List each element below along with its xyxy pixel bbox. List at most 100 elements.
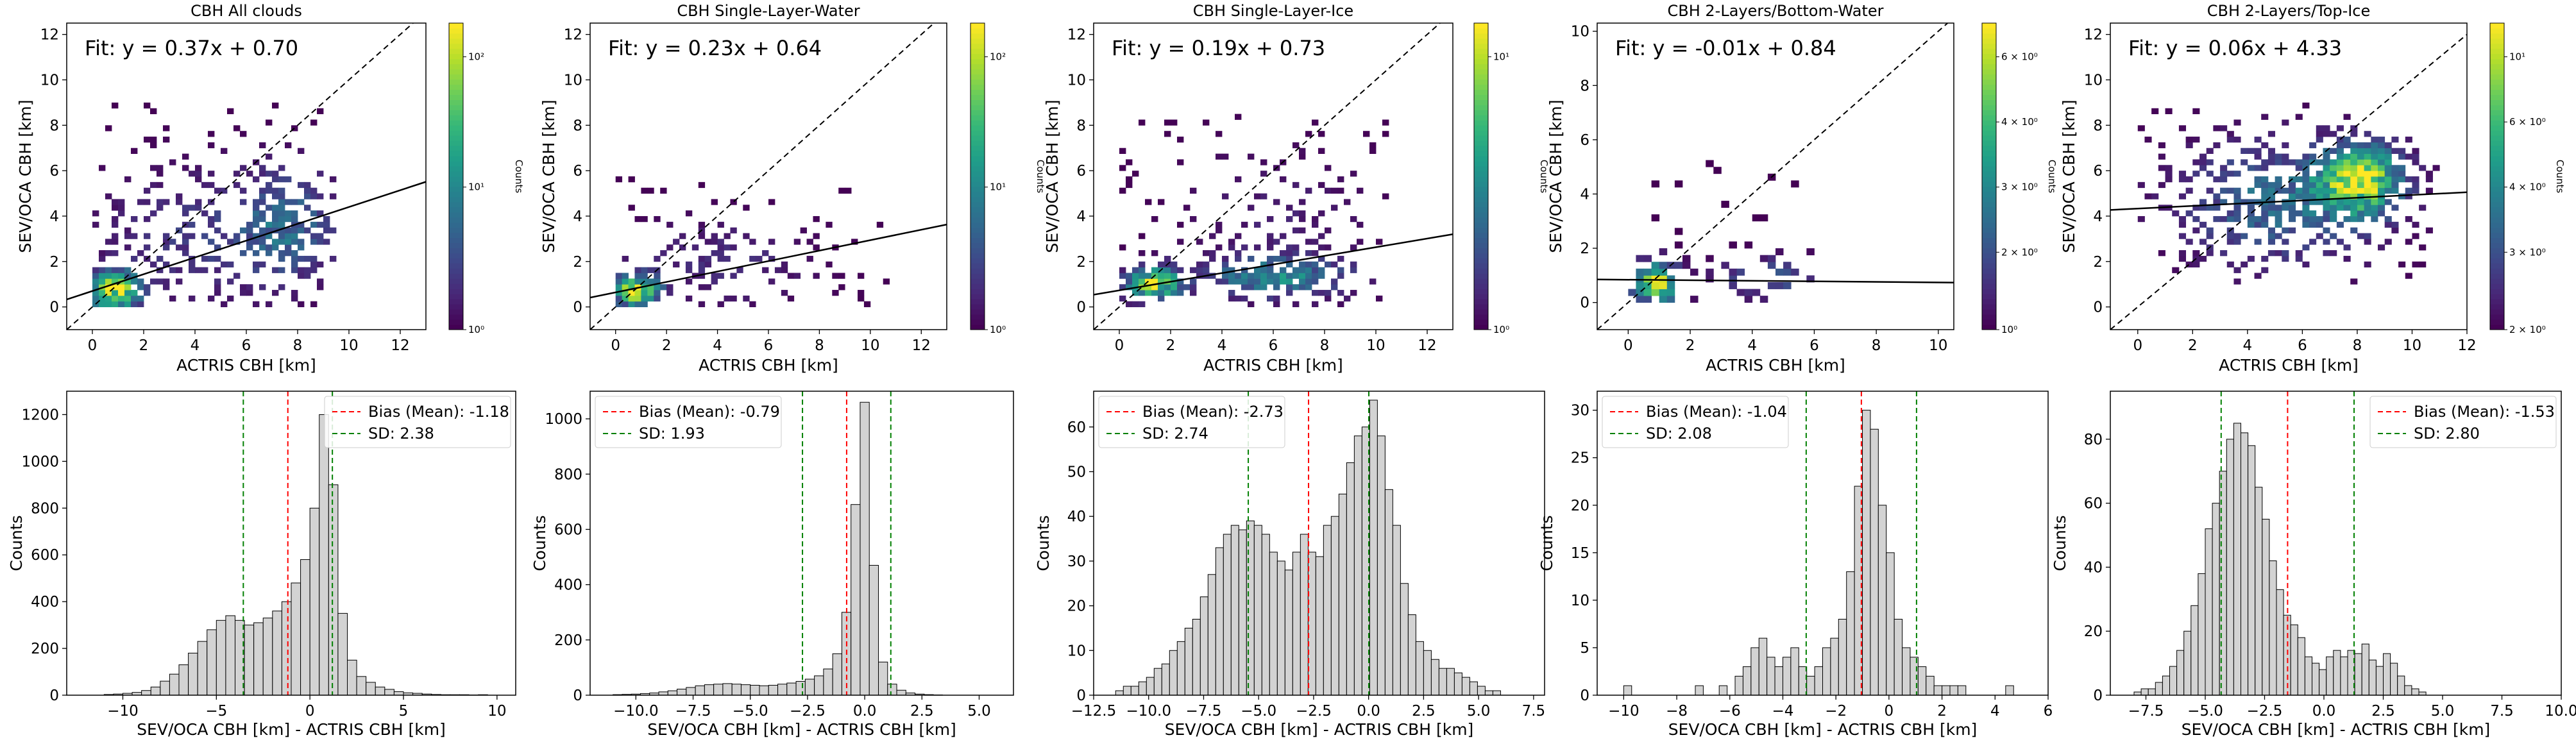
colorbar-segment bbox=[970, 242, 985, 249]
heatmap-cell bbox=[863, 301, 871, 307]
heatmap-cell bbox=[1228, 295, 1235, 302]
heatmap-cell bbox=[2267, 187, 2276, 194]
histogram-bar bbox=[1338, 493, 1347, 696]
histogram-bar bbox=[1123, 686, 1131, 696]
y-tick-label: 400 bbox=[31, 594, 59, 611]
heatmap-cell bbox=[647, 295, 654, 302]
heatmap-cell bbox=[330, 193, 337, 199]
heatmap-cell bbox=[1151, 215, 1158, 223]
heatmap-cell bbox=[2350, 278, 2358, 285]
colorbar-segment bbox=[1982, 120, 1996, 126]
heatmap-cell bbox=[1177, 159, 1184, 165]
heatmap-cell bbox=[182, 244, 189, 251]
heatmap-cell bbox=[1312, 267, 1319, 273]
heatmap-cell bbox=[1228, 244, 1235, 251]
heatmap-cell bbox=[137, 284, 144, 291]
heatmap-cell bbox=[2220, 250, 2228, 257]
heatmap-cell bbox=[2220, 171, 2228, 177]
colorbar-segment bbox=[449, 222, 463, 228]
colorbar-segment bbox=[970, 166, 985, 172]
heatmap-cell bbox=[2247, 210, 2255, 217]
heatmap-cell bbox=[2302, 171, 2310, 177]
heatmap-cell bbox=[1305, 278, 1312, 285]
heatmap-cell bbox=[2391, 176, 2399, 183]
heatmap-cell bbox=[2371, 159, 2378, 165]
colorbar-segment bbox=[2490, 222, 2504, 228]
colorbar-segment bbox=[970, 115, 985, 121]
heatmap-cell bbox=[1775, 248, 1784, 256]
heatmap-cell bbox=[1177, 278, 1184, 285]
colorbar-segment bbox=[449, 84, 463, 90]
heatmap-cell bbox=[259, 227, 266, 233]
colorbar-segment bbox=[1982, 181, 1996, 187]
heatmap-cell bbox=[634, 290, 641, 296]
colorbar-segment bbox=[1982, 156, 1996, 162]
heatmap-cell bbox=[266, 221, 273, 228]
heatmap-cell bbox=[2350, 131, 2358, 137]
heatmap-cell bbox=[2309, 181, 2317, 189]
heatmap-cell bbox=[1248, 284, 1255, 291]
heatmap-cell bbox=[615, 273, 623, 279]
heatmap-cell bbox=[1132, 171, 1139, 177]
heatmap-cell bbox=[698, 301, 706, 307]
heatmap-cell bbox=[2364, 199, 2371, 205]
heatmap-cell bbox=[634, 301, 641, 307]
histogram-bar bbox=[2290, 624, 2298, 696]
y-axis-label: Counts bbox=[1538, 515, 1556, 571]
heatmap-cell bbox=[1674, 180, 1683, 188]
histogram-bar bbox=[1330, 516, 1339, 696]
colorbar-segment bbox=[2490, 99, 2504, 105]
heatmap-cell bbox=[99, 278, 106, 285]
heatmap-cell bbox=[304, 181, 311, 189]
x-tick-label: −8 bbox=[1666, 703, 1688, 720]
colorbar-tick-label: 10⁰ bbox=[1493, 324, 1509, 335]
heatmap-cell bbox=[259, 187, 266, 194]
heatmap-cell bbox=[2226, 233, 2234, 239]
heatmap-cell bbox=[2343, 171, 2351, 177]
heatmap-cell bbox=[666, 290, 674, 296]
heatmap-cell bbox=[685, 295, 693, 302]
colorbar-segment bbox=[449, 268, 463, 274]
heatmap-cell bbox=[1286, 244, 1293, 251]
heatmap-cell bbox=[310, 193, 318, 199]
x-tick-label: 2 bbox=[1686, 337, 1695, 354]
heatmap-cell bbox=[2199, 199, 2207, 205]
colorbar-segment bbox=[1474, 278, 1488, 284]
y-tick-label: 10 bbox=[2084, 72, 2103, 89]
histogram-bar bbox=[1223, 534, 1232, 696]
heatmap-cell bbox=[1126, 159, 1133, 165]
heatmap-cell bbox=[2378, 142, 2385, 149]
colorbar-segment bbox=[449, 196, 463, 203]
heatmap-cell bbox=[323, 227, 330, 233]
heatmap-cell bbox=[2323, 131, 2330, 137]
heatmap-cell bbox=[2398, 193, 2406, 199]
colorbar-segment bbox=[1474, 28, 1488, 34]
colorbar-segment bbox=[2490, 289, 2504, 294]
heatmap-cell bbox=[259, 210, 266, 217]
histogram-bar bbox=[2269, 560, 2277, 696]
histogram-bar bbox=[1169, 650, 1178, 696]
heatmap-cell bbox=[310, 261, 318, 268]
heatmap-cell bbox=[285, 239, 292, 245]
heatmap-cell bbox=[2343, 137, 2351, 143]
heatmap-cell bbox=[628, 295, 635, 302]
heatmap-cell bbox=[1350, 290, 1357, 296]
heatmap-cell bbox=[2178, 233, 2187, 239]
heatmap-cell bbox=[1682, 262, 1691, 269]
heatmap-cell bbox=[704, 284, 712, 291]
heatmap-cell bbox=[2158, 165, 2165, 171]
histogram-bar bbox=[823, 668, 833, 696]
heatmap-cell bbox=[2206, 250, 2214, 257]
heatmap-cell bbox=[2302, 153, 2310, 160]
x-tick-label: 8 bbox=[2353, 337, 2362, 354]
heatmap-cell bbox=[1190, 215, 1197, 223]
heatmap-cell bbox=[1145, 284, 1152, 291]
colorbar-segment bbox=[2490, 309, 2504, 315]
heatmap-cell bbox=[124, 267, 131, 273]
heatmap-cell bbox=[182, 153, 189, 160]
heatmap-cell bbox=[1151, 284, 1158, 291]
legend-bias-label: Bias (Mean): -1.04 bbox=[1646, 403, 1787, 421]
heatmap-cell bbox=[1260, 273, 1267, 279]
heatmap-cell bbox=[2192, 261, 2200, 268]
y-tick-label: 30 bbox=[1067, 553, 1086, 570]
